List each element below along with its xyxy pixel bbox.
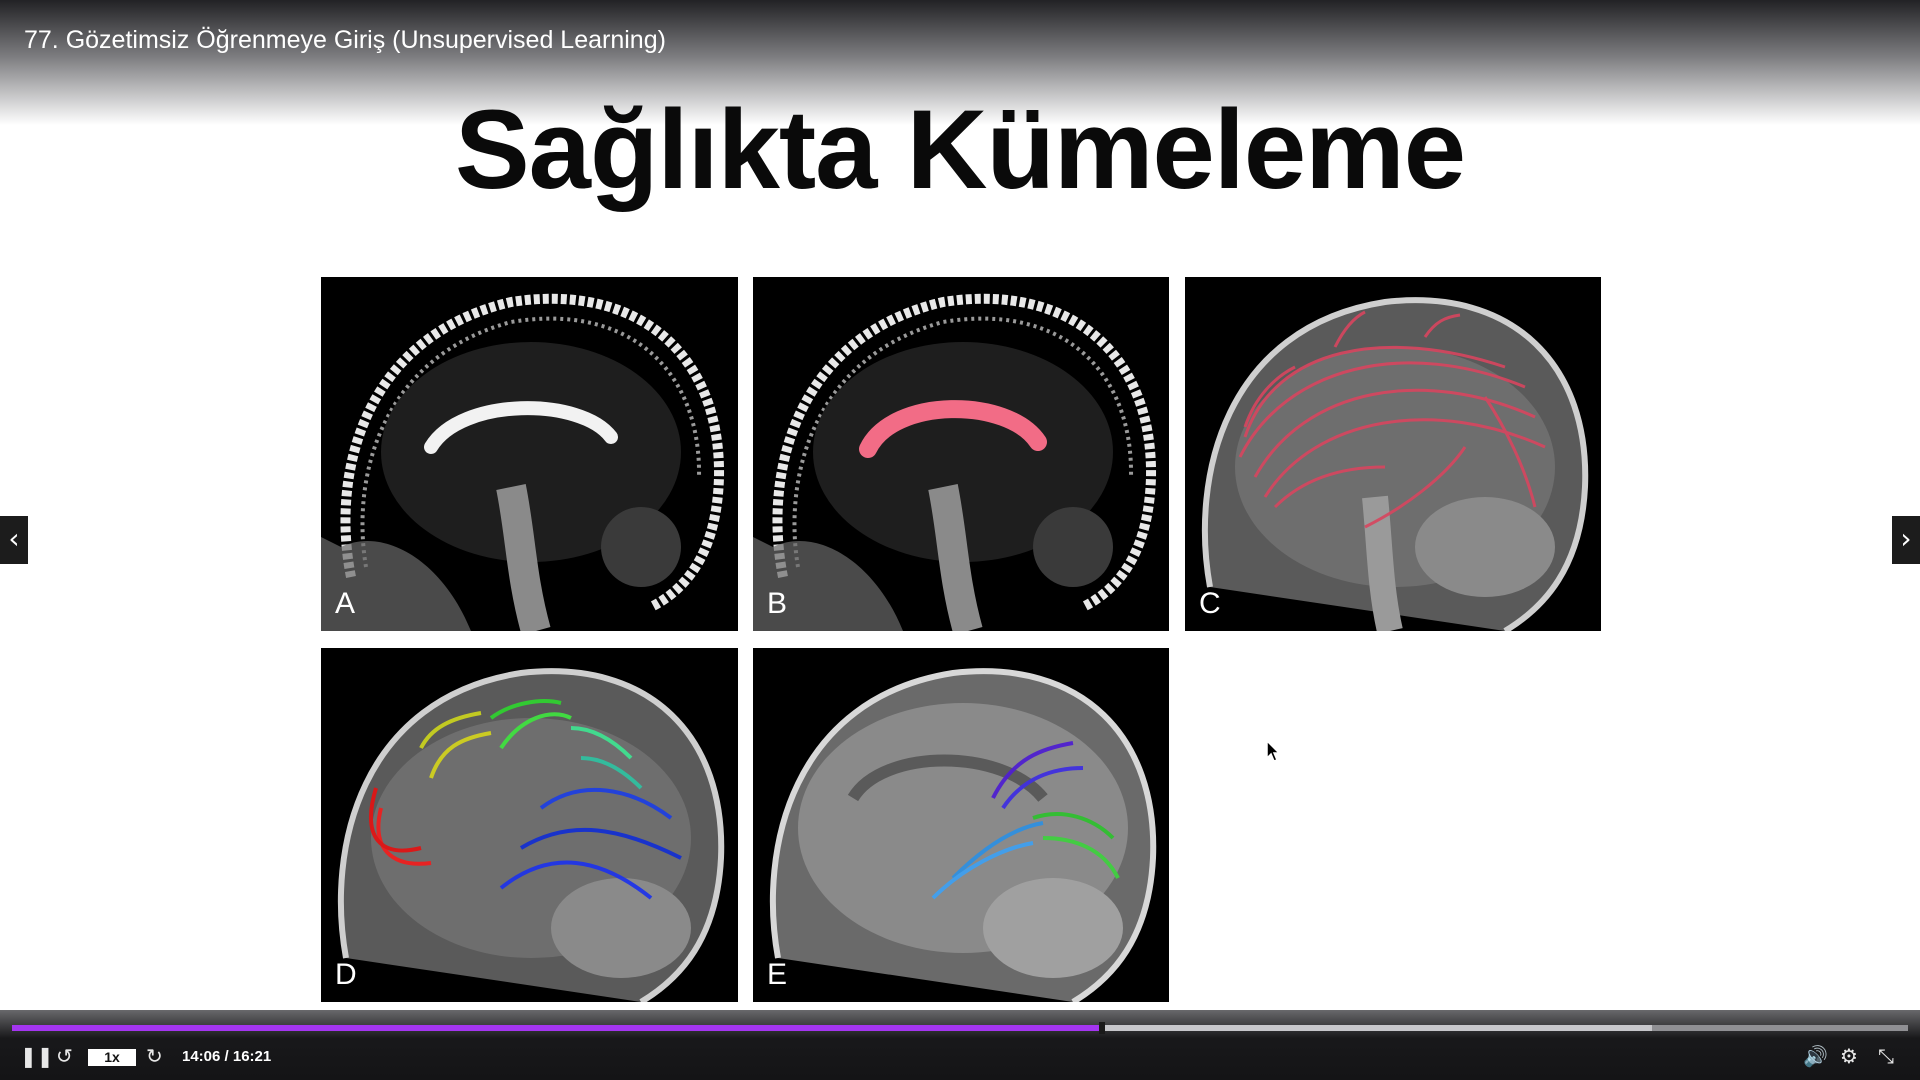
next-lecture-button[interactable]: › (1892, 516, 1920, 564)
pause-button[interactable]: ❚❚ (20, 1044, 54, 1068)
panel-letter: E (767, 958, 788, 991)
exit-fullscreen-icon: ⤡ (1878, 1044, 1894, 1068)
pause-icon: ❚❚ (20, 1044, 54, 1068)
progress-handle[interactable] (1099, 1022, 1106, 1034)
mri-image (321, 293, 725, 631)
mri-panel-e: E (753, 648, 1169, 1002)
mri-image (753, 293, 1157, 631)
panel-letter: A (335, 587, 356, 620)
chevron-right-icon: › (1900, 522, 1912, 555)
forward-icon: ↻ (146, 1044, 163, 1068)
prev-lecture-button[interactable]: ‹ (0, 516, 28, 564)
panel-letter: D (335, 958, 357, 991)
volume-icon: 🔊 (1803, 1044, 1828, 1068)
mri-image (770, 668, 1157, 1002)
panel-letter: C (1199, 587, 1221, 620)
exit-fullscreen-button[interactable]: ⤡ (1878, 1044, 1894, 1068)
mri-panel-a: A (321, 277, 738, 631)
forward-button[interactable]: ↻ (146, 1044, 163, 1068)
player-controls (0, 1010, 1920, 1080)
mri-image (1202, 297, 1589, 631)
volume-button[interactable]: 🔊 (1803, 1044, 1828, 1068)
mouse-cursor-icon (1266, 740, 1280, 762)
playback-speed-button[interactable]: 1x (88, 1049, 136, 1066)
rewind-button[interactable]: ↺ (56, 1044, 73, 1068)
mri-panel-b: B (753, 277, 1169, 631)
mri-panel-c: C (1185, 277, 1601, 631)
lecture-title: 77. Gözetimsiz Öğrenmeye Giriş (Unsuperv… (24, 26, 666, 54)
mri-image (338, 668, 725, 1002)
progress-bar[interactable] (12, 1022, 1908, 1034)
title-overlay (0, 0, 1920, 125)
gear-icon: ⚙ (1840, 1044, 1858, 1068)
slide-title: Sağlıkta Kümeleme (454, 87, 1466, 212)
progress-played (12, 1025, 1103, 1031)
mri-panel-d: D (321, 648, 738, 1002)
chevron-left-icon: ‹ (8, 522, 20, 555)
time-display: 14:06 / 16:21 (182, 1048, 272, 1065)
panel-letter: B (767, 587, 788, 620)
settings-button[interactable]: ⚙ (1840, 1044, 1858, 1068)
rewind-icon: ↺ (56, 1044, 73, 1068)
